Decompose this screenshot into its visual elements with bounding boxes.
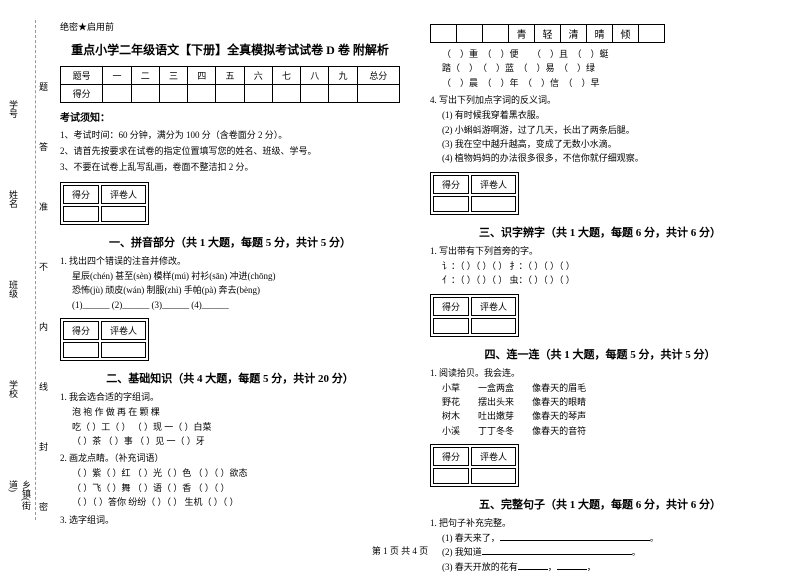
p2q4: 4. 写出下列加点字词的反义词。	[430, 93, 770, 106]
th: 九	[329, 67, 357, 85]
th: 八	[301, 67, 329, 85]
p2q3: 3. 选字组词。	[60, 513, 400, 526]
char-row3: 踏（ ） （ ）蓝 （ ）易 （ ）绿	[442, 61, 770, 75]
notice-title: 考试须知：	[60, 109, 400, 124]
part5-title: 五、完整句子（共 1 大题，每题 6 分，共计 6 分）	[430, 496, 770, 512]
score-value-row: 得分	[61, 85, 400, 103]
seal-mark: 封	[39, 440, 48, 453]
part2-title: 二、基础知识（共 4 大题，每题 5 分，共计 20 分）	[60, 370, 400, 386]
q4-item: (2) 小蝌蚪游啊游，过了几天，长出了两条后腿。	[442, 123, 770, 137]
binding-label-class: 班级	[7, 280, 20, 298]
notice-item: 3、不要在试卷上乱写乱画，卷面不整洁扣 2 分。	[60, 160, 400, 173]
p5q1: 1. 把句子补充完整。	[430, 516, 770, 529]
notice-item: 2、请首先按要求在试卷的指定位置填写您的姓名、班级、学号。	[60, 144, 400, 157]
th: 题号	[61, 67, 103, 85]
q1: 1. 找出四个错误的注音并修改。	[60, 254, 400, 267]
p2q1: 1. 我会选合适的字组词。	[60, 390, 400, 403]
binding-line	[35, 20, 36, 520]
binding-label-school: 学校	[7, 380, 20, 398]
seal-mark: 题	[39, 80, 48, 93]
p2q2-l1: （ ）紫（ ）红 （ ）光（ ）色 （ ）（ ）欲态	[72, 466, 400, 480]
p2q2: 2. 画龙点睛。（补充词语）	[60, 451, 400, 464]
scorebox-grader: 评卷人	[471, 175, 516, 194]
scorebox-grader: 评卷人	[471, 297, 516, 316]
score-row-label: 得分	[61, 85, 103, 103]
binding-margin: 乡镇(街道) 学校 班级 姓名 学号 题 答 准 不 内 线 封 密	[15, 20, 55, 520]
part4-title: 四、连一连（共 1 大题，每题 5 分，共计 5 分）	[430, 346, 770, 362]
score-header-row: 题号 一 二 三 四 五 六 七 八 九 总分	[61, 67, 400, 85]
right-column: 青轻清晴倾 （ ）重 （ ）便 （ ）且 （ ）蜓 踏（ ） （ ）蓝 （ ）易…	[430, 20, 770, 574]
part3-title: 三、识字辨字（共 1 大题，每题 6 分，共计 6 分）	[430, 224, 770, 240]
scorebox-score: 得分	[433, 297, 469, 316]
char-row2: （ ）重 （ ）便 （ ）且 （ ）蜓	[442, 47, 770, 61]
seal-mark: 线	[39, 380, 48, 393]
char-row4: （ ）晨 （ ）年 （ ）信 （ ）早	[442, 76, 770, 90]
th: 四	[188, 67, 216, 85]
seal-mark: 密	[39, 500, 48, 513]
seal-mark: 答	[39, 140, 48, 153]
scorebox-grader: 评卷人	[101, 185, 146, 204]
th: 一	[103, 67, 131, 85]
p2q2-l2: （ ）飞（ ）舞 （ ）语（ ）香 （ ）（ ）	[72, 481, 400, 495]
binding-label-name: 姓名	[7, 190, 20, 208]
part-scorebox: 得分 评卷人	[430, 294, 519, 337]
part-scorebox: 得分 评卷人	[430, 444, 519, 487]
score-table: 题号 一 二 三 四 五 六 七 八 九 总分 得分	[60, 66, 400, 103]
seal-mark: 内	[39, 320, 48, 333]
q4-item: (1) 有时候我穿着黑衣服。	[442, 108, 770, 122]
p3-line2: 亻：（ ）（ ）（ ） 虫：（ ）（ ）（ ）	[442, 273, 770, 287]
p3-line1: 讠：（ ）（ ）（ ） 扌：（ ）（ ）（ ）	[442, 259, 770, 273]
page-footer: 第 1 页 共 4 页	[0, 544, 800, 557]
th: 六	[244, 67, 272, 85]
p5-item3: (3) 春天开放的花有，，	[442, 560, 770, 574]
part-scorebox: 得分 评卷人	[60, 318, 149, 361]
scorebox-score: 得分	[433, 447, 469, 466]
p4-row: 树木 吐出嫩芽 像春天的琴声	[442, 409, 770, 423]
seal-mark: 不	[39, 260, 48, 273]
th: 五	[216, 67, 244, 85]
p2q1-l2: 吃（ ）工（ ） （ ）现 一（ ）白菜	[72, 420, 400, 434]
p3q1: 1. 写出带有下列首旁的字。	[430, 244, 770, 257]
th: 总分	[357, 67, 399, 85]
part-scorebox: 得分 评卷人	[430, 172, 519, 215]
th: 三	[159, 67, 187, 85]
th: 二	[131, 67, 159, 85]
part1-title: 一、拼音部分（共 1 大题，每题 5 分，共计 5 分）	[60, 234, 400, 250]
scorebox-grader: 评卷人	[471, 447, 516, 466]
secrecy-label: 绝密★启用前	[60, 20, 400, 33]
p4-row: 小溪 丁丁冬冬 像春天的音符	[442, 424, 770, 438]
q1-line2: 恐怖(jù) 顽皮(wán) 制服(zhì) 手帕(pà) 奔去(bèng)	[72, 283, 400, 297]
p2q1-l3: （ ）茶 （ ）事 （ ）见 一（ ）牙	[72, 434, 400, 448]
notice-item: 1、考试时间：60 分钟，满分为 100 分（含卷面分 2 分）。	[60, 128, 400, 141]
scorebox-score: 得分	[63, 321, 99, 340]
q1-line1: 星辰(chén) 甚至(sèn) 模样(mú) 衬衫(sān) 冲进(chōng…	[72, 269, 400, 283]
scorebox-score: 得分	[433, 175, 469, 194]
part-scorebox: 得分 评卷人	[60, 182, 149, 225]
q1-line3: (1)______ (2)______ (3)______ (4)______	[72, 298, 400, 312]
p2q1-l1: 泡 袍 作 做 再 在 颗 棵	[72, 405, 400, 419]
p4q1: 1. 阅读拾贝。我会连。	[430, 366, 770, 379]
p4-row: 野花 摆出头来 像春天的眼睛	[442, 395, 770, 409]
p4-row: 小草 一盒两盒 像春天的眉毛	[442, 381, 770, 395]
seal-mark: 准	[39, 200, 48, 213]
page-container: 绝密★启用前 重点小学二年级语文【下册】全真模拟考试试卷 D 卷 附解析 题号 …	[0, 0, 800, 584]
scorebox-grader: 评卷人	[101, 321, 146, 340]
left-column: 绝密★启用前 重点小学二年级语文【下册】全真模拟考试试卷 D 卷 附解析 题号 …	[60, 20, 400, 574]
q4-item: (3) 我在空中越升越高，变成了无数小水滴。	[442, 137, 770, 151]
q4-item: (4) 植物妈妈的办法很多很多，不信你就仔细观察。	[442, 151, 770, 165]
p2q2-l3: （ ）（ ）答你 纷纷（ ）（ ） 生机（ ）（ ）	[72, 495, 400, 509]
th: 七	[272, 67, 300, 85]
scorebox-score: 得分	[63, 185, 99, 204]
paper-title: 重点小学二年级语文【下册】全真模拟考试试卷 D 卷 附解析	[60, 41, 400, 58]
binding-label-town: 乡镇(街道)	[7, 480, 33, 520]
char-select-table: 青轻清晴倾	[430, 24, 665, 43]
binding-label-id: 学号	[7, 100, 20, 118]
